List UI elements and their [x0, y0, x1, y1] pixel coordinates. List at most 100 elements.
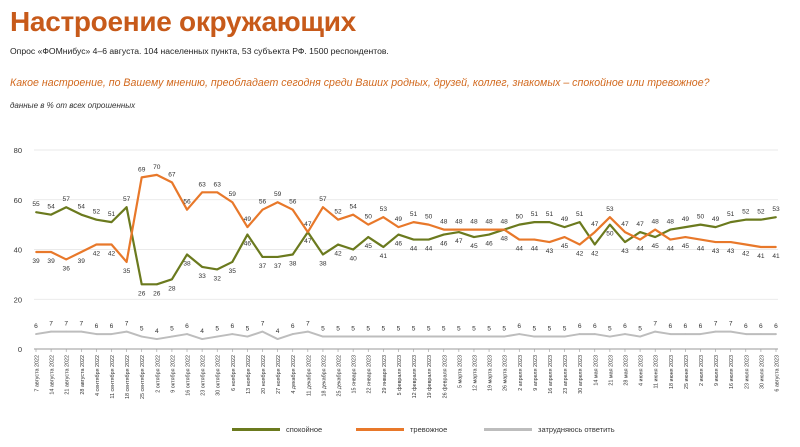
data-point: [382, 246, 385, 248]
data-point: [95, 333, 98, 335]
x-tick-label: 30 октября 2022: [216, 355, 222, 396]
legend-swatch-anxious: [356, 427, 404, 431]
data-label: 54: [78, 204, 86, 211]
data-point: [608, 223, 611, 226]
page-title: Настроение окружающих: [10, 6, 356, 37]
data-point: [246, 226, 249, 229]
legend-swatch-calm: [232, 427, 280, 431]
data-label: 6: [110, 323, 114, 330]
data-point: [548, 241, 551, 243]
data-point: [654, 330, 657, 333]
data-label: 6: [291, 323, 295, 330]
data-label: 44: [425, 246, 433, 253]
x-tick-label: 9 июля 2023: [714, 355, 720, 386]
data-label: 6: [759, 323, 763, 330]
x-tick-label: 21 мая 2023: [608, 355, 614, 386]
data-point: [518, 223, 521, 226]
data-label: 41: [757, 253, 765, 260]
data-point: [155, 283, 158, 286]
data-point: [593, 243, 596, 246]
data-point: [714, 241, 717, 243]
x-tick-label: 13 ноября 2022: [246, 355, 252, 394]
data-label: 5: [246, 326, 250, 333]
data-label: 5: [336, 326, 340, 333]
data-point: [518, 333, 521, 335]
data-point: [548, 335, 551, 338]
data-point: [775, 246, 777, 248]
data-label: 50: [425, 214, 433, 221]
data-label: 48: [470, 219, 478, 226]
data-label: 44: [636, 246, 644, 253]
data-label: 46: [485, 241, 493, 248]
x-tick-label: 5 марта 2023: [457, 355, 463, 388]
data-label: 46: [440, 241, 448, 248]
data-label: 45: [682, 243, 690, 250]
data-label: 5: [548, 326, 552, 333]
data-label: 6: [34, 323, 38, 330]
data-point: [639, 238, 641, 241]
data-label: 57: [63, 196, 71, 203]
data-label: 40: [349, 256, 357, 263]
x-tick-label: 23 апреля 2023: [563, 355, 569, 394]
data-label: 47: [304, 221, 312, 228]
data-point: [593, 333, 596, 335]
data-label: 42: [108, 251, 116, 258]
data-point: [306, 330, 309, 333]
x-tick-label: 18 декабря 2022: [321, 355, 327, 397]
data-label: 42: [742, 251, 750, 258]
x-tick-label: 5 февраля 2023: [397, 355, 403, 395]
data-label: 46: [395, 241, 403, 248]
x-tick-label: 19 февраля 2023: [427, 355, 433, 398]
series-line-1: [36, 173, 776, 264]
x-tick-label: 9 апреля 2023: [533, 355, 539, 391]
data-point: [457, 335, 460, 338]
data-label: 57: [123, 196, 131, 203]
data-label: 51: [108, 211, 116, 218]
y-tick-label: 60: [14, 196, 22, 205]
data-label: 5: [563, 326, 567, 333]
data-point: [578, 333, 581, 335]
data-label: 5: [140, 326, 144, 333]
data-point: [473, 228, 475, 231]
data-point: [578, 221, 581, 224]
data-label: 5: [502, 326, 506, 333]
data-label: 47: [304, 238, 312, 245]
data-point: [261, 208, 264, 211]
data-label: 44: [531, 246, 539, 253]
data-label: 5: [487, 326, 491, 333]
x-tick-label: 30 июля 2023: [759, 355, 765, 389]
data-point: [473, 335, 475, 338]
data-label: 39: [32, 258, 40, 265]
data-label: 39: [47, 258, 55, 265]
data-point: [775, 333, 777, 335]
data-point: [699, 223, 702, 226]
data-label: 48: [455, 219, 463, 226]
x-tick-label: 12 марта 2023: [472, 355, 478, 391]
data-point: [352, 213, 355, 216]
data-label: 42: [576, 251, 584, 258]
data-label: 4: [200, 328, 204, 335]
data-label: 7: [49, 321, 53, 328]
data-label: 7: [729, 321, 733, 328]
x-tick-label: 23 июля 2023: [744, 355, 750, 389]
series-line-2: [35, 330, 776, 341]
data-point: [322, 335, 324, 338]
data-point: [488, 335, 490, 338]
data-label: 7: [79, 321, 83, 328]
data-point: [352, 335, 355, 338]
data-label: 48: [440, 219, 448, 226]
x-tick-label: 4 декабря 2022: [291, 355, 297, 394]
data-label: 6: [95, 323, 99, 330]
legend-item-anxious: тревожное: [356, 422, 447, 436]
data-label: 45: [470, 243, 478, 250]
series-line-0: [35, 206, 777, 286]
data-point: [442, 233, 445, 236]
data-label: 42: [334, 251, 342, 258]
data-point: [276, 256, 279, 258]
data-point: [639, 335, 641, 338]
data-label: 59: [274, 191, 282, 198]
data-label: 5: [533, 326, 537, 333]
data-point: [50, 213, 53, 216]
data-label: 43: [621, 248, 629, 255]
x-tick-label: 30 апреля 2023: [578, 355, 584, 394]
